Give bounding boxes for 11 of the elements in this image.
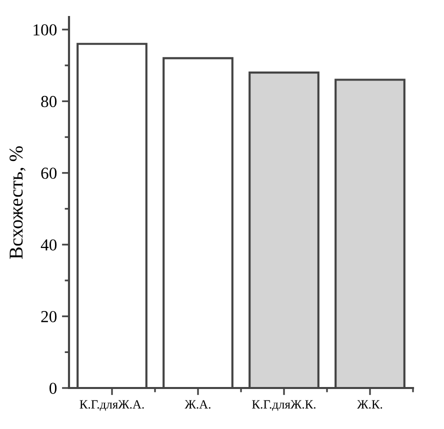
y-tick-label: 40 [40,239,57,251]
y-tick-label: 80 [41,96,57,108]
y-tick-label: 100 [34,24,57,36]
x-tick-label: К.Г.дляЖ.А. [80,400,144,411]
x-tick-label: Ж.К. [357,400,382,409]
x-tick-label: К.Г.дляЖ.К. [252,400,316,411]
y-tick-label: 0 [49,382,57,394]
y-axis-title: Всхожесть, % [10,146,26,259]
y-tick-label: 20 [41,311,57,322]
y-tick-label: 60 [41,168,57,179]
x-tick-label: Ж.А. [184,400,210,409]
